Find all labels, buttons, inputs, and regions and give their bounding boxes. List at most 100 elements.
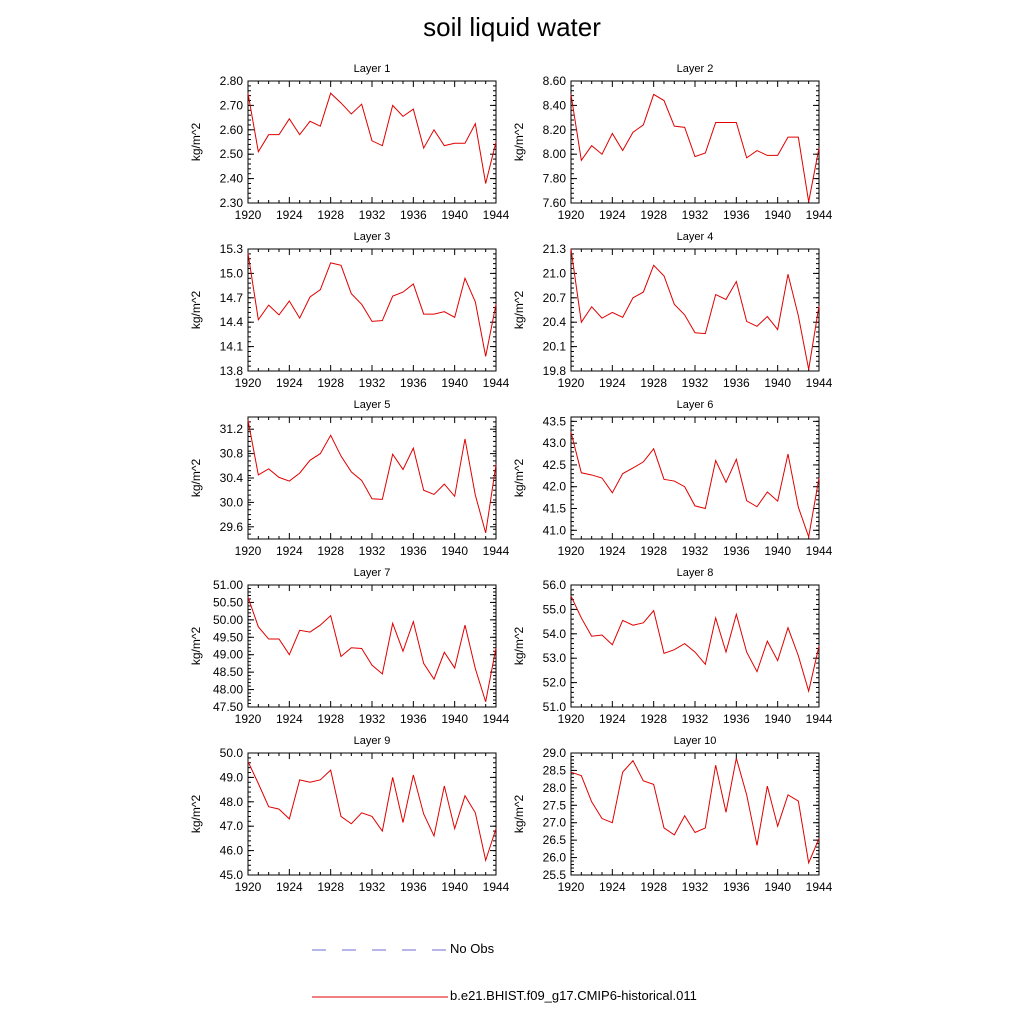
y-tick-label: 31.2	[220, 422, 244, 436]
x-tick-label: 1924	[599, 376, 626, 390]
x-tick-label: 1940	[441, 376, 468, 390]
y-tick-label: 2.70	[220, 98, 244, 112]
x-tick-label: 1940	[441, 208, 468, 222]
x-tick-label: 1944	[806, 376, 833, 390]
y-tick-label: 8.20	[543, 123, 567, 137]
y-tick-label: 2.40	[220, 172, 244, 186]
x-tick-label: 1920	[558, 880, 585, 894]
x-tick-label: 1932	[682, 208, 709, 222]
y-tick-label: 47.50	[213, 700, 243, 714]
y-axis-label: kg/m^2	[512, 123, 526, 162]
series-line	[247, 419, 497, 534]
y-tick-label: 29.6	[220, 520, 244, 534]
x-tick-label: 1924	[276, 544, 303, 558]
x-tick-label: 1924	[276, 880, 303, 894]
layer-9-panel: Layer 9 kg/m^2 1920 1924 1928 1932 1936 1940 194…	[189, 735, 510, 894]
y-tick-label: 30.0	[220, 495, 244, 509]
x-tick-label: 1920	[235, 712, 262, 726]
x-tick-label: 1940	[441, 880, 468, 894]
y-tick-label: 30.4	[220, 471, 244, 485]
y-axis-label: kg/m^2	[512, 627, 526, 666]
x-tick-label: 1932	[359, 880, 386, 894]
x-tick-label: 1936	[723, 544, 750, 558]
x-tick-label: 1928	[640, 712, 667, 726]
y-tick-label: 54.0	[543, 627, 567, 641]
plot-frame	[247, 416, 497, 540]
x-tick-label: 1936	[400, 880, 427, 894]
x-tick-label: 1940	[764, 376, 791, 390]
plot-frame	[247, 80, 497, 204]
x-tick-label: 1924	[599, 208, 626, 222]
y-axis-label: kg/m^2	[512, 291, 526, 330]
y-axis-label: kg/m^2	[512, 795, 526, 834]
panel-title: Layer 10	[674, 735, 717, 747]
x-tick-label: 1920	[558, 208, 585, 222]
x-tick-label: 1944	[483, 712, 510, 726]
layer-1-panel: Layer 1 kg/m^2 1920 1924 1928 1932 1936 1940 194…	[189, 63, 510, 222]
x-tick-label: 1928	[640, 544, 667, 558]
panel-title: Layer 9	[354, 735, 391, 747]
x-tick-label: 1932	[682, 544, 709, 558]
x-tick-label: 1928	[640, 208, 667, 222]
y-tick-label: 53.0	[543, 651, 567, 665]
panel-title: Layer 4	[677, 231, 714, 243]
series-line	[247, 761, 497, 863]
x-tick-label: 1944	[806, 880, 833, 894]
x-tick-label: 1944	[483, 544, 510, 558]
x-tick-label: 1920	[235, 544, 262, 558]
legend-model-label: b.e21.BHIST.f09_g17.CMIP6-historical.011	[450, 988, 697, 1003]
x-tick-label: 1936	[400, 544, 427, 558]
y-tick-label: 20.4	[543, 315, 567, 329]
x-tick-label: 1932	[359, 208, 386, 222]
panel-title: Layer 1	[354, 63, 391, 75]
y-tick-label: 2.30	[220, 196, 244, 210]
x-tick-label: 1920	[558, 376, 585, 390]
y-tick-label: 51.00	[213, 578, 243, 592]
x-tick-label: 1936	[723, 712, 750, 726]
y-tick-label: 49.0	[220, 770, 244, 784]
x-tick-label: 1920	[558, 712, 585, 726]
x-tick-label: 1920	[235, 208, 262, 222]
y-tick-label: 56.0	[543, 578, 567, 592]
y-tick-label: 8.40	[543, 98, 567, 112]
x-tick-label: 1932	[682, 712, 709, 726]
x-tick-label: 1924	[599, 712, 626, 726]
y-axis-label: kg/m^2	[189, 459, 203, 498]
y-tick-label: 48.50	[213, 665, 243, 679]
x-tick-label: 1920	[235, 880, 262, 894]
x-tick-label: 1944	[483, 376, 510, 390]
legend-obs-line	[312, 949, 448, 951]
plot-frame	[570, 416, 820, 540]
y-tick-label: 21.3	[543, 242, 567, 256]
series-line	[570, 595, 820, 694]
y-axis-label: kg/m^2	[189, 795, 203, 834]
series-line	[247, 252, 497, 357]
x-tick-label: 1928	[640, 376, 667, 390]
y-tick-label: 49.00	[213, 648, 243, 662]
y-tick-label: 2.60	[220, 123, 244, 137]
y-axis-label: kg/m^2	[189, 291, 203, 330]
x-tick-label: 1924	[599, 544, 626, 558]
x-tick-label: 1924	[276, 376, 303, 390]
layer-2-panel: Layer 2 kg/m^2 1920 1924 1928 1932 1936 1940 194…	[512, 63, 833, 222]
chart-title: soil liquid water	[423, 12, 601, 42]
x-tick-label: 1940	[764, 208, 791, 222]
series-line	[247, 597, 497, 702]
x-tick-label: 1920	[235, 376, 262, 390]
y-tick-label: 52.0	[543, 676, 567, 690]
layer-3-panel: Layer 3 kg/m^2 1920 1924 1928 1932 1936 1940 194…	[189, 231, 510, 390]
y-tick-label: 14.4	[220, 315, 244, 329]
legend-model-line	[312, 996, 448, 998]
y-tick-label: 27.5	[543, 798, 567, 812]
x-tick-label: 1928	[640, 880, 667, 894]
series-line	[247, 92, 497, 184]
y-axis-label: kg/m^2	[189, 627, 203, 666]
x-tick-label: 1928	[317, 208, 344, 222]
x-tick-label: 1936	[400, 208, 427, 222]
y-tick-label: 49.50	[213, 630, 243, 644]
x-tick-label: 1932	[359, 376, 386, 390]
y-tick-label: 47.0	[220, 819, 244, 833]
x-tick-label: 1944	[483, 208, 510, 222]
x-tick-label: 1940	[441, 712, 468, 726]
